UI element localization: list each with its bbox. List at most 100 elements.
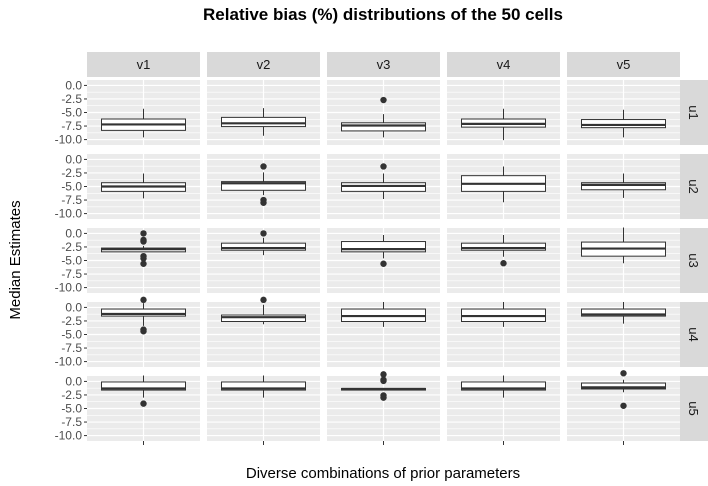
outlier-point <box>140 296 147 304</box>
outlier-point <box>620 402 627 409</box>
y-tick-label: -10.0 <box>55 281 83 295</box>
box <box>461 242 546 251</box>
strip-row-u5: u5 <box>680 376 708 441</box>
strip-label: u2 <box>686 179 701 193</box>
panel-u3-v1 <box>87 228 200 293</box>
strip-background <box>680 228 708 293</box>
strip-background <box>447 52 560 77</box>
outlier-point <box>380 371 387 378</box>
strip-column-v4: v4 <box>447 52 560 77</box>
box <box>341 122 426 132</box>
outlier-point <box>140 255 147 262</box>
outlier-point <box>500 260 507 267</box>
panel-u1-v2 <box>207 80 320 145</box>
y-tick-label: -2.5 <box>61 166 82 180</box>
chart-title: Relative bias (%) distributions of the 5… <box>203 5 563 24</box>
panel-u2-v4 <box>447 154 560 219</box>
panel-u5-v4 <box>447 375 560 441</box>
outlier-point <box>380 394 387 401</box>
panel-u1-v5 <box>567 80 680 145</box>
strip-row-u2: u2 <box>680 154 708 219</box>
panel-u1-v4 <box>447 80 560 145</box>
outlier-point <box>140 238 147 245</box>
panel-u3-v3 <box>327 228 440 293</box>
outlier-point <box>260 199 267 206</box>
y-tick-label: -7.5 <box>61 119 82 133</box>
outlier-point <box>620 370 627 377</box>
y-tick-label: -5.0 <box>61 180 82 194</box>
box <box>221 242 306 251</box>
strip-label: v1 <box>137 57 151 72</box>
y-tick-label: -10.0 <box>55 133 83 147</box>
strip-label: v5 <box>617 57 631 72</box>
strip-background <box>680 154 708 219</box>
outlier-point <box>140 230 147 237</box>
strip-row-u3: u3 <box>680 228 708 293</box>
strip-label: u4 <box>686 327 701 341</box>
strip-column-v1: v1 <box>87 52 200 77</box>
outlier-point <box>380 377 387 385</box>
strip-background <box>680 302 708 367</box>
panel-u3-v5 <box>567 227 680 293</box>
y-tick-label: -5.0 <box>61 254 82 268</box>
panel-u2-v1 <box>87 154 200 219</box>
outlier-point <box>260 296 267 304</box>
box <box>221 381 306 391</box>
strip-label: v2 <box>257 57 271 72</box>
box <box>581 182 666 191</box>
y-tick-label: 0.0 <box>65 152 82 166</box>
strip-background <box>680 376 708 441</box>
outlier-point <box>260 163 267 170</box>
strip-row-u1: u1 <box>680 80 708 145</box>
strip-label: u1 <box>686 105 701 119</box>
strip-background <box>680 80 708 145</box>
y-tick-label: -10.0 <box>55 429 83 443</box>
panel-u4-v3 <box>327 302 440 367</box>
y-axis-u2: 0.0-2.5-5.0-7.5-10.0 <box>55 152 87 221</box>
panel-u5-v1 <box>87 375 200 441</box>
y-tick-label: -5.0 <box>61 328 82 342</box>
panel-u4-v1 <box>87 296 200 367</box>
y-tick-label: 0.0 <box>65 226 82 240</box>
outlier-point <box>380 260 387 267</box>
strip-label: u3 <box>686 253 701 267</box>
y-tick-label: -5.0 <box>61 402 82 416</box>
y-tick-label: -2.5 <box>61 388 82 402</box>
y-axis-u3: 0.0-2.5-5.0-7.5-10.0 <box>55 226 87 295</box>
strip-label: u5 <box>686 401 701 415</box>
panel-u2-v2 <box>207 154 320 219</box>
outlier-point <box>260 230 267 237</box>
y-axis-u4: 0.0-2.5-5.0-7.5-10.0 <box>55 300 87 369</box>
y-tick-label: 0.0 <box>65 78 82 92</box>
y-tick-label: -2.5 <box>61 314 82 328</box>
outlier-point <box>140 400 147 407</box>
y-tick-label: -10.0 <box>55 355 83 369</box>
box <box>101 381 186 391</box>
strip-background <box>327 52 440 77</box>
panel-u5-v3 <box>327 371 440 441</box>
panel-u2-v3 <box>327 154 440 219</box>
y-axis-u1: 0.0-2.5-5.0-7.5-10.0 <box>55 78 87 147</box>
x-axis-title: Diverse combinations of prior parameters <box>246 465 520 482</box>
y-tick-label: -2.5 <box>61 92 82 106</box>
strip-row-u4: u4 <box>680 302 708 367</box>
panel-u1-v1 <box>87 80 200 145</box>
panel-u4-v2 <box>207 296 320 367</box>
y-tick-label: -10.0 <box>55 207 83 221</box>
box <box>221 181 306 191</box>
box <box>461 381 546 391</box>
y-tick-label: 0.0 <box>65 374 82 388</box>
y-tick-label: -2.5 <box>61 240 82 254</box>
box <box>341 241 426 253</box>
box <box>581 119 666 129</box>
outlier-point <box>140 260 147 267</box>
panel-u4-v5 <box>567 302 680 367</box>
plot-area: v1 v2 v3 v4 v5u10.0-2.5-5.0-7.5-10.0u20.0-2.… <box>55 52 708 445</box>
strip-label: v4 <box>497 57 511 72</box>
y-tick-label: -7.5 <box>61 341 82 355</box>
y-axis-title: Median Estimates <box>7 200 24 319</box>
strip-column-v2: v2 <box>207 52 320 77</box>
box <box>581 382 666 390</box>
outlier-point <box>380 96 387 104</box>
